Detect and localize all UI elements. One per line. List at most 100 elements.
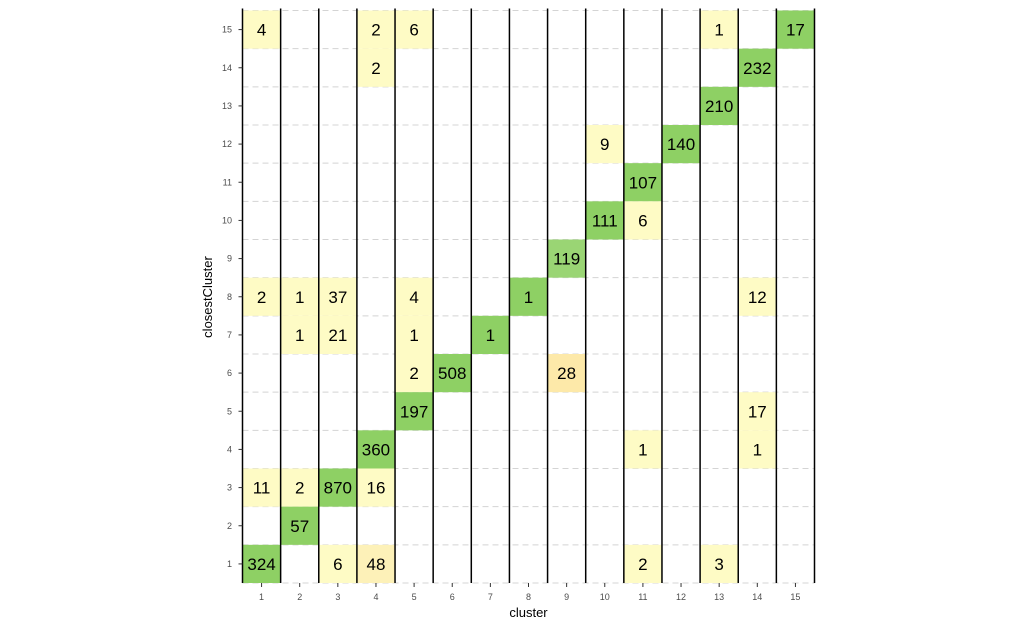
heatmap-cell	[585, 125, 624, 164]
cell-value-label: 2	[409, 364, 418, 383]
heatmap-cell	[242, 277, 281, 316]
y-tick-label: 6	[227, 368, 232, 378]
y-tick-label: 12	[222, 139, 232, 149]
heatmap-cell	[547, 239, 586, 278]
cell-value-label: 6	[333, 555, 342, 574]
heatmap-cell	[280, 315, 319, 354]
cell-value-label: 1	[638, 440, 647, 459]
cell-value-label: 360	[362, 440, 390, 459]
y-tick-label: 7	[227, 330, 232, 340]
x-tick-label: 3	[335, 592, 340, 602]
heatmap-cell	[356, 430, 396, 469]
y-tick-label: 8	[227, 292, 232, 302]
x-tick-label: 8	[526, 592, 531, 602]
cell-value-label: 1	[714, 21, 723, 40]
cell-value-label: 4	[409, 288, 418, 307]
heatmap-cell	[318, 315, 357, 354]
cell-value-label: 2	[371, 59, 380, 78]
heatmap-cell	[395, 277, 434, 316]
cell-value-label: 197	[400, 402, 428, 421]
cell-value-label: 17	[786, 21, 805, 40]
heatmap-cell	[738, 392, 777, 431]
cell-value-label: 210	[705, 97, 733, 116]
heatmap-cell	[623, 430, 662, 469]
cell-value-label: 1	[486, 326, 495, 345]
cell-value-label: 1	[753, 440, 762, 459]
x-tick-label: 6	[450, 592, 455, 602]
cell-value-label: 9	[600, 135, 609, 154]
cell-value-label: 324	[247, 555, 275, 574]
cell-value-label: 1	[295, 288, 304, 307]
y-tick-label: 5	[227, 406, 232, 416]
heatmap-cell	[623, 544, 662, 583]
heatmap-cell	[738, 277, 777, 316]
y-tick-label: 9	[227, 254, 232, 264]
heatmap-cell	[395, 354, 434, 393]
heatmap-cell	[776, 10, 815, 49]
cell-value-label: 2	[638, 555, 647, 574]
y-axis-title: closestCluster	[200, 256, 215, 338]
cell-value-label: 2	[371, 21, 380, 40]
heatmap-cell	[700, 86, 739, 125]
cell-value-label: 11	[253, 479, 271, 498]
y-tick-label: 4	[227, 444, 232, 454]
heatmap-cell	[700, 544, 739, 583]
x-tick-label: 13	[714, 592, 724, 602]
y-tick-label: 1	[227, 559, 232, 569]
x-tick-label: 1	[259, 592, 264, 602]
heatmap-cell	[280, 506, 319, 545]
heatmap-cell	[700, 10, 739, 49]
heatmap-cell	[356, 48, 396, 87]
x-tick-label: 12	[676, 592, 686, 602]
cell-value-label: 1	[524, 288, 533, 307]
heatmap-cell	[318, 468, 357, 507]
cell-value-label: 12	[748, 288, 767, 307]
heatmap-cell	[623, 163, 662, 202]
cell-value-label: 4	[257, 21, 266, 40]
x-tick-label: 9	[564, 592, 569, 602]
x-tick-label: 14	[752, 592, 762, 602]
cell-value-label: 2	[257, 288, 266, 307]
heatmap-cell	[280, 468, 319, 507]
cell-value-label: 119	[553, 250, 580, 269]
y-tick-label: 15	[222, 25, 232, 35]
heatmap-cell	[356, 468, 396, 507]
column-separators	[241, 8, 816, 583]
cell-value-label: 232	[743, 59, 771, 78]
x-axis: 1 2 3 4 5 6 7 8 9 10 11 12 13 14 15	[259, 583, 800, 602]
heatmap-cell	[395, 392, 434, 431]
heatmap-cell	[356, 10, 396, 49]
cell-value-label: 37	[328, 288, 347, 307]
y-tick-label: 10	[222, 215, 232, 225]
cell-value-label: 17	[748, 402, 767, 421]
x-tick-label: 2	[297, 592, 302, 602]
cell-value-label: 21	[328, 326, 347, 345]
y-tick-label: 14	[222, 63, 232, 73]
cell-value-label: 28	[557, 364, 576, 383]
heatmap-cell	[242, 468, 281, 507]
y-tick-label: 11	[223, 177, 232, 187]
heatmap-cell	[280, 277, 319, 316]
cell-value-label: 508	[438, 364, 466, 383]
x-tick-label: 10	[600, 592, 610, 602]
cell-value-label: 870	[324, 479, 352, 498]
x-tick-label: 11	[638, 592, 647, 602]
heatmap-cell	[242, 10, 281, 49]
cell-value-label: 16	[367, 479, 386, 498]
x-axis-title: cluster	[509, 605, 548, 620]
heatmap-cell	[318, 277, 357, 316]
y-tick-label: 3	[227, 483, 232, 493]
cell-value-label: 3	[714, 555, 723, 574]
heatmap-cell	[623, 201, 662, 240]
x-tick-label: 7	[488, 592, 493, 602]
heatmap-cell	[509, 277, 548, 316]
cell-value-label: 1	[409, 326, 418, 345]
heatmap-cell	[738, 430, 777, 469]
heatmap-cell	[242, 544, 281, 583]
heatmap-cell	[318, 544, 357, 583]
heatmap-cell	[395, 10, 434, 49]
x-tick-label: 5	[412, 592, 417, 602]
